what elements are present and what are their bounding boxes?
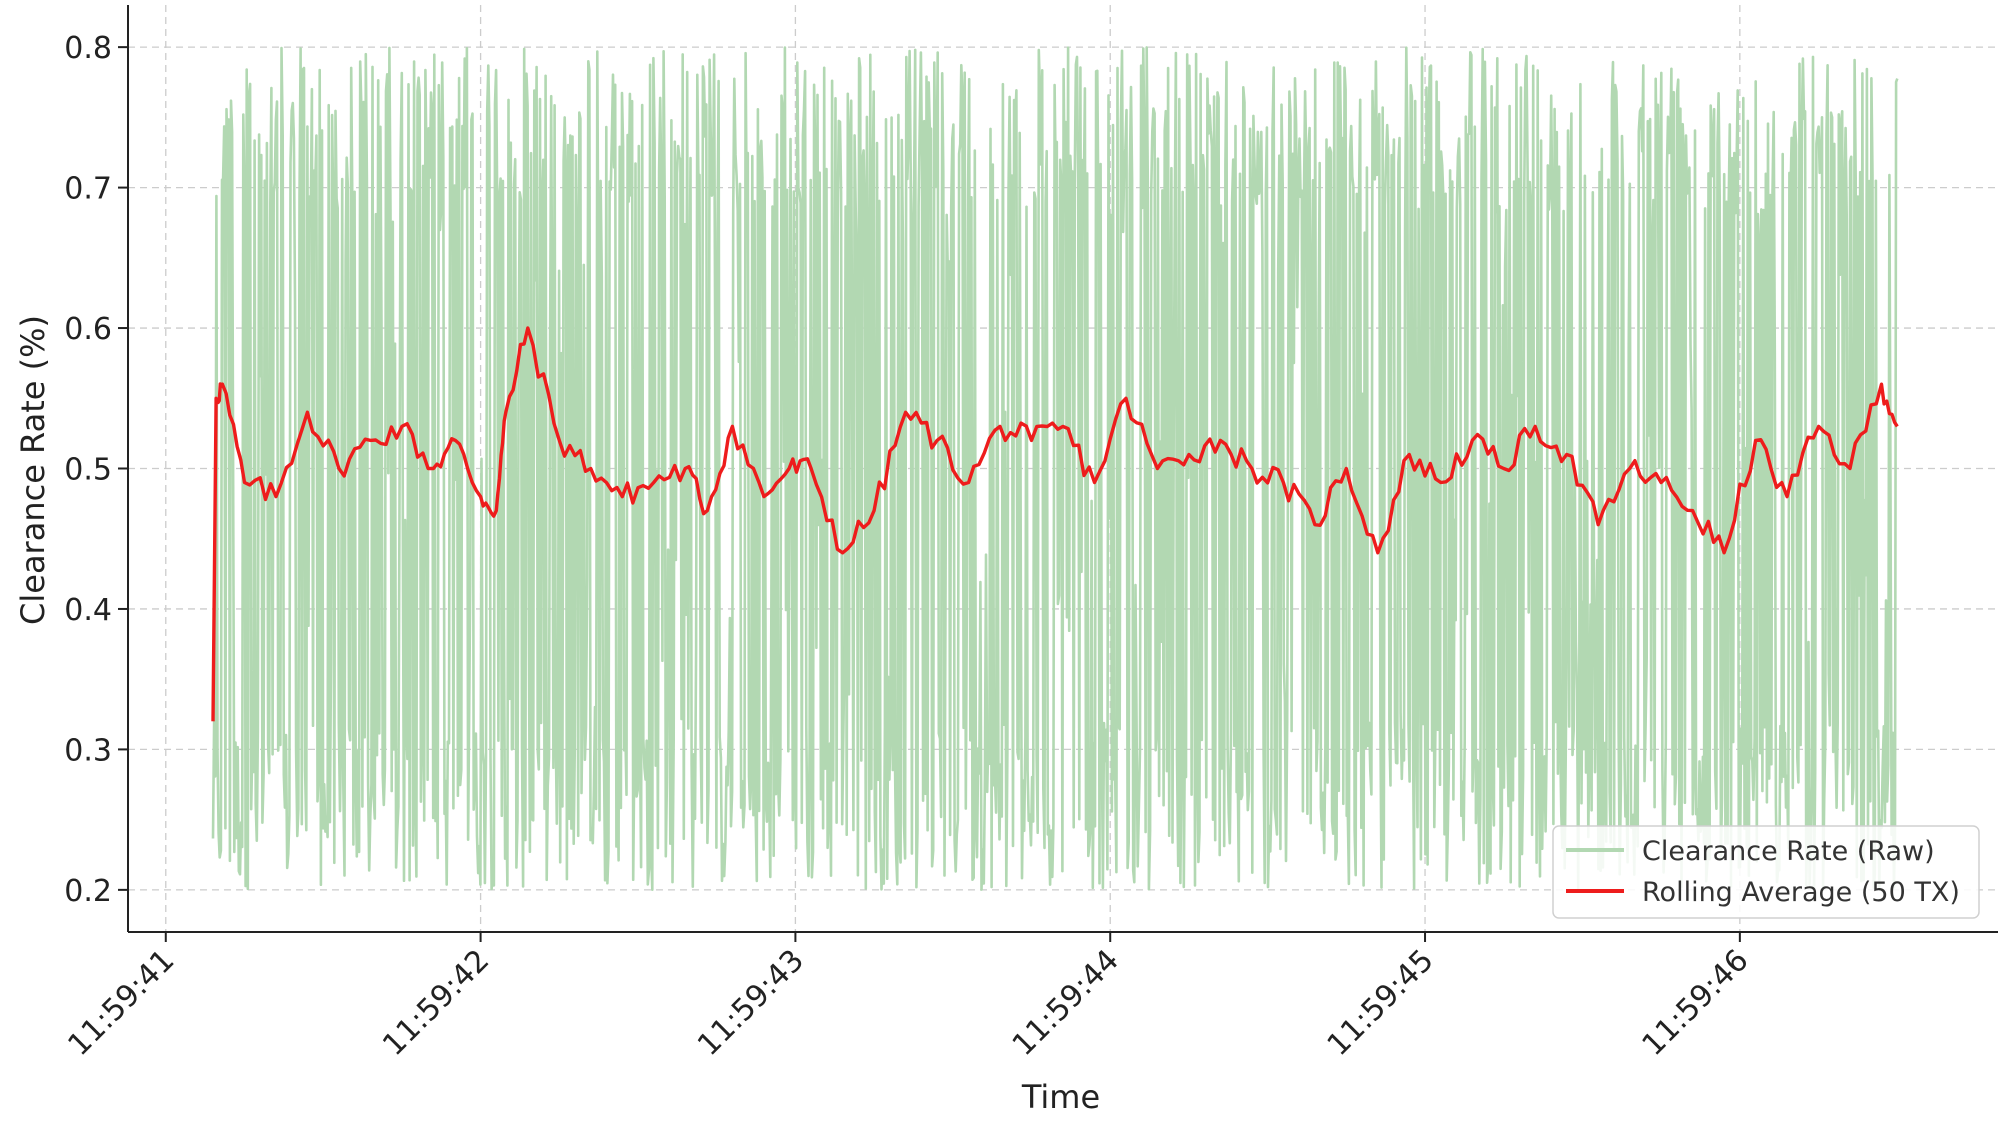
x-tick-label: 11:59:41	[61, 943, 181, 1063]
legend-label-rolling: Rolling Average (50 TX)	[1642, 877, 1960, 908]
x-tick-label: 11:59:45	[1321, 943, 1441, 1063]
y-tick-label: 0.4	[64, 593, 112, 628]
y-tick-label: 0.5	[64, 453, 112, 488]
y-tick-label: 0.2	[64, 874, 112, 909]
legend-label-raw: Clearance Rate (Raw)	[1642, 836, 1935, 867]
x-axis-title: Time	[1021, 1078, 1100, 1116]
raw-series-line	[211, 46, 1899, 891]
x-ticks: 11:59:41 11:59:42 11:59:43 11:59:44 11:59:45…	[61, 932, 1756, 1063]
y-axis-title: Clearance Rate (%)	[14, 315, 52, 625]
rolling-average-series	[211, 326, 1899, 722]
y-tick-label: 0.3	[64, 733, 112, 768]
x-tick-label: 11:59:46	[1635, 943, 1755, 1063]
legend: Clearance Rate (Raw) Rolling Average (50…	[1552, 825, 1980, 919]
x-tick-label: 11:59:44	[1006, 943, 1126, 1063]
x-tick-label: 11:59:42	[376, 943, 496, 1063]
y-tick-label: 0.6	[64, 312, 112, 347]
x-tick-label: 11:59:43	[691, 943, 811, 1063]
y-tick-label: 0.8	[64, 31, 112, 66]
legend-box	[1552, 825, 1980, 919]
y-ticks: 0.2 0.3 0.4 0.5 0.6 0.7 0.8	[64, 31, 128, 909]
y-tick-label: 0.7	[64, 172, 112, 207]
rolling-average-line	[211, 326, 1899, 722]
raw-series	[211, 46, 1899, 891]
